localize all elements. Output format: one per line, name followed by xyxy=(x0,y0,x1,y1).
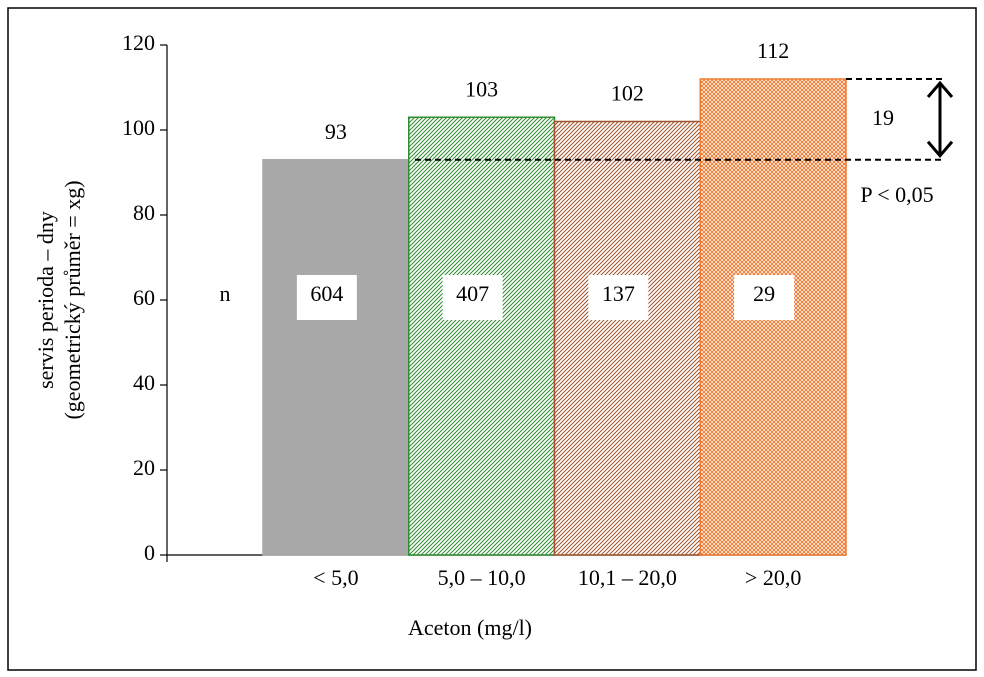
n-value: 407 xyxy=(456,281,489,306)
n-box xyxy=(442,275,503,320)
y-tick-label: 60 xyxy=(133,285,155,310)
x-axis-label: Aceton (mg/l) xyxy=(408,615,532,640)
x-tick-label: 5,0 – 10,0 xyxy=(438,565,526,590)
n-value: 137 xyxy=(602,281,635,306)
y-tick-label: 80 xyxy=(133,200,155,225)
bar xyxy=(553,120,701,556)
difference-label: 19 xyxy=(872,105,894,130)
arrow-head xyxy=(926,140,954,159)
n-box xyxy=(296,275,357,320)
arrow-head xyxy=(926,80,954,98)
y-tick-label: 120 xyxy=(122,30,155,55)
n-label: n xyxy=(220,281,231,306)
n-value: 29 xyxy=(753,281,775,306)
n-value: 604 xyxy=(310,281,343,306)
x-tick-label: > 20,0 xyxy=(745,565,801,590)
value-label: 103 xyxy=(465,76,498,101)
n-box xyxy=(588,275,649,320)
significance-label: P < 0,05 xyxy=(860,182,933,207)
y-tick-label: 40 xyxy=(133,370,155,395)
bar xyxy=(408,116,556,556)
n-box xyxy=(734,275,795,320)
frame xyxy=(7,7,977,671)
value-label: 102 xyxy=(611,81,644,106)
y-axis-label: servis perioda – dny xyxy=(33,211,58,389)
x-tick-label: 10,1 – 20,0 xyxy=(578,565,677,590)
y-tick-label: 0 xyxy=(144,540,155,565)
value-label: 112 xyxy=(757,38,789,63)
y-tick-label: 20 xyxy=(133,455,155,480)
bar xyxy=(262,159,410,556)
y-axis-label: (geometrický průměr = xg) xyxy=(60,180,85,419)
value-label: 93 xyxy=(325,119,347,144)
x-tick-label: < 5,0 xyxy=(313,565,358,590)
y-tick-label: 100 xyxy=(122,115,155,140)
